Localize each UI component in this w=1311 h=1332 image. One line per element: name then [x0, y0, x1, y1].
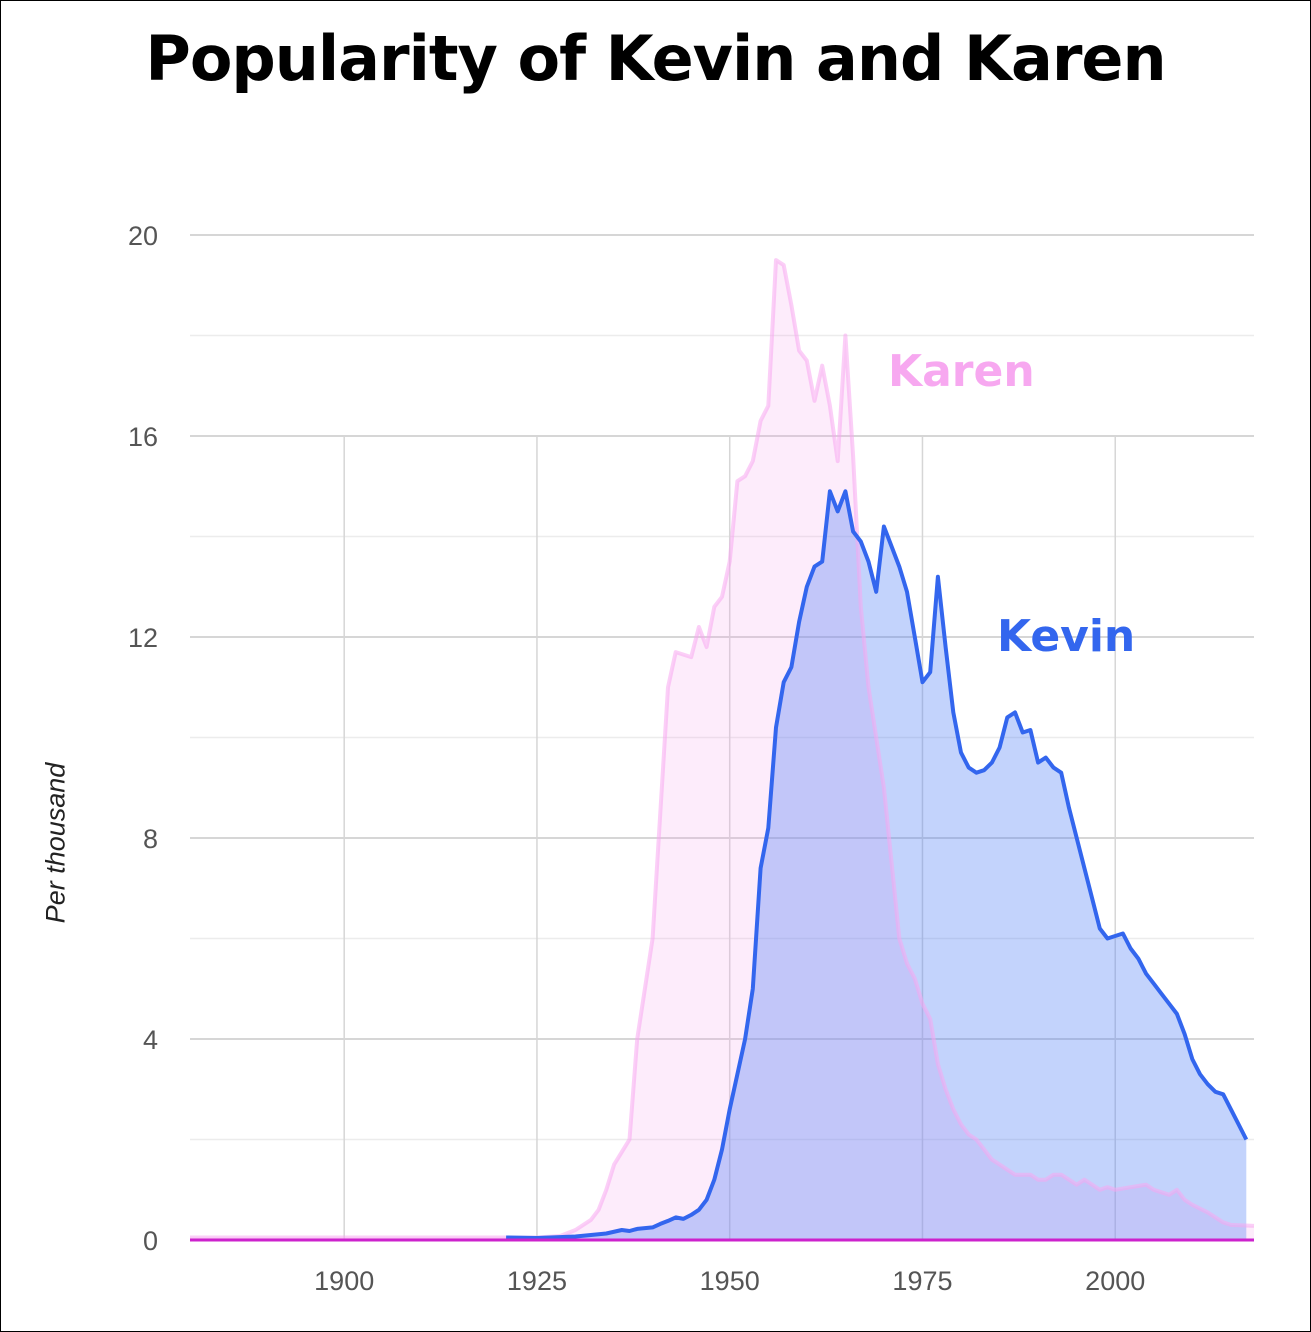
x-tick-label-1975: 1975: [892, 1266, 952, 1296]
y-tick-label-8: 8: [143, 824, 158, 854]
area-kevin: [506, 491, 1247, 1240]
y-tick-label-12: 12: [128, 623, 158, 653]
y-tick-label-16: 16: [128, 422, 158, 452]
tick-labels: 0 4 8 12 16 20 1900 1925 1950 1975 2000: [128, 221, 1145, 1296]
y-tick-label-20: 20: [128, 221, 158, 251]
series-label-kevin: Kevin: [997, 611, 1135, 662]
x-tick-label-2000: 2000: [1085, 1266, 1145, 1296]
x-tick-label-1950: 1950: [700, 1266, 760, 1296]
chart-title: Popularity of Kevin and Karen: [145, 22, 1166, 95]
series-label-karen: Karen: [888, 346, 1035, 397]
line-kevin: [506, 489, 1249, 1240]
line-karen: [190, 258, 1255, 1240]
x-tick-label-1925: 1925: [507, 1266, 567, 1296]
series-areas: [190, 260, 1254, 1241]
x-tick-label-1900: 1900: [314, 1266, 374, 1296]
y-tick-label-0: 0: [143, 1226, 158, 1256]
y-tick-label-4: 4: [143, 1025, 158, 1055]
area-karen: [190, 260, 1254, 1241]
series-lines: [190, 258, 1255, 1242]
